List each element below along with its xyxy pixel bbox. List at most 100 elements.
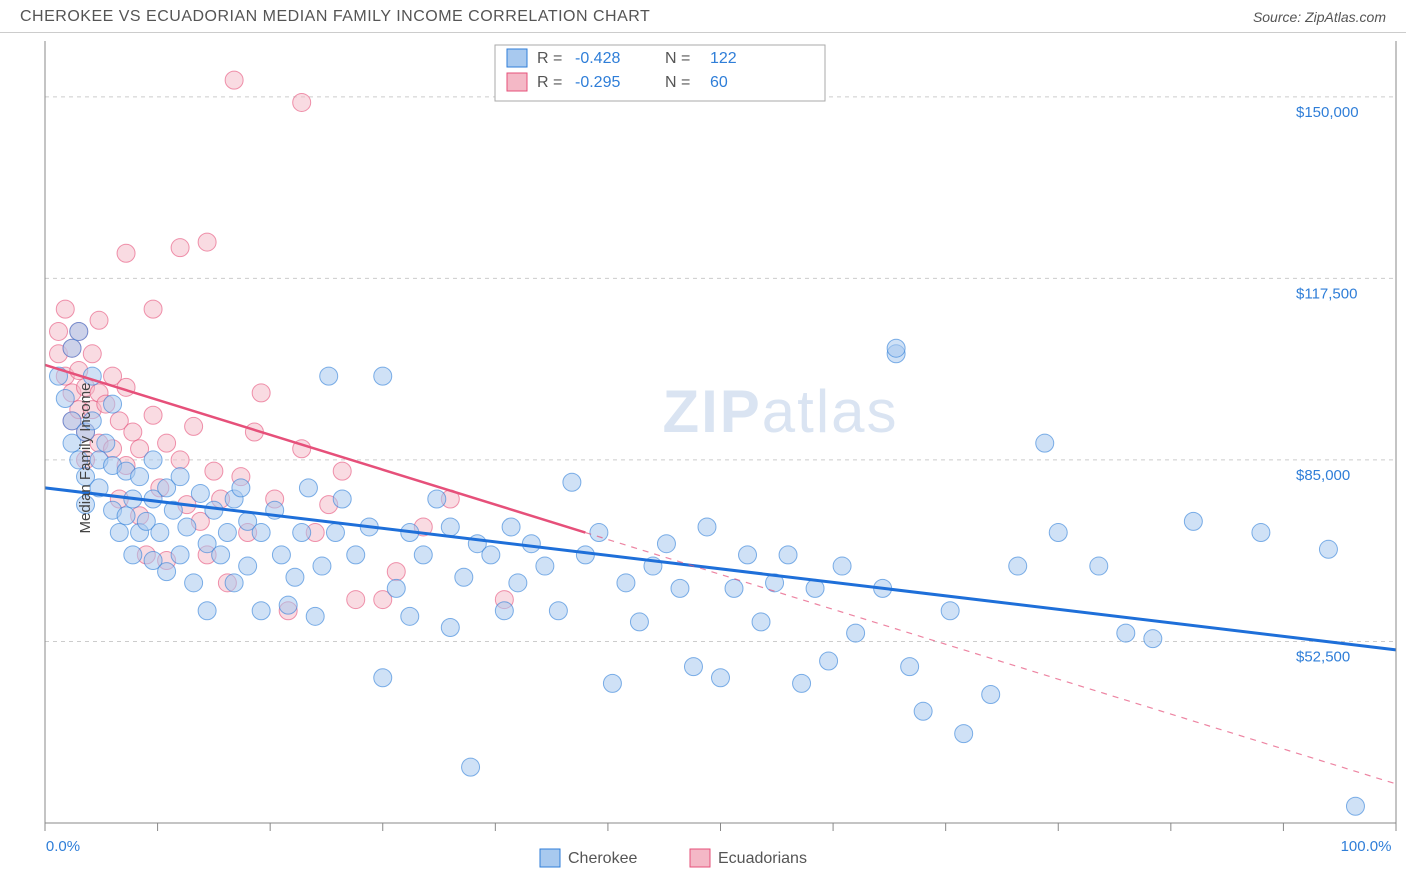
data-point — [482, 546, 500, 564]
data-point — [671, 579, 689, 597]
data-point — [171, 451, 189, 469]
data-point — [684, 658, 702, 676]
data-point — [901, 658, 919, 676]
data-point — [198, 233, 216, 251]
legend-swatch — [507, 49, 527, 67]
data-point — [1346, 797, 1364, 815]
data-point — [455, 568, 473, 586]
data-point — [1090, 557, 1108, 575]
y-tick-label: $150,000 — [1296, 104, 1359, 121]
data-point — [563, 473, 581, 491]
data-point — [401, 607, 419, 625]
y-axis-label: Median Family Income — [77, 383, 94, 534]
data-point — [97, 434, 115, 452]
data-point — [326, 524, 344, 542]
data-point — [131, 468, 149, 486]
data-point — [1049, 524, 1067, 542]
legend-n-value: 122 — [710, 50, 737, 67]
data-point — [232, 479, 250, 497]
legend-n-label: N = — [665, 50, 690, 67]
data-point — [847, 624, 865, 642]
data-point — [1036, 434, 1054, 452]
data-point — [1009, 557, 1027, 575]
data-point — [205, 462, 223, 480]
data-point — [144, 451, 162, 469]
data-point — [725, 579, 743, 597]
chart-svg: $52,500$85,000$117,500$150,000ZIPatlas0.… — [0, 33, 1406, 883]
x-tick-label: 100.0% — [1341, 838, 1392, 855]
data-point — [333, 462, 351, 480]
data-point — [218, 524, 236, 542]
data-point — [1319, 540, 1337, 558]
data-point — [104, 395, 122, 413]
data-point — [347, 546, 365, 564]
data-point — [320, 367, 338, 385]
legend-swatch — [507, 73, 527, 91]
data-point — [124, 423, 142, 441]
data-point — [549, 602, 567, 620]
data-point — [151, 524, 169, 542]
watermark: ZIPatlas — [662, 378, 898, 445]
data-point — [793, 674, 811, 692]
data-point — [374, 367, 392, 385]
data-point — [1252, 524, 1270, 542]
data-point — [630, 613, 648, 631]
data-point — [50, 322, 68, 340]
data-point — [712, 669, 730, 687]
legend-series-label: Ecuadorians — [718, 850, 807, 867]
x-tick-label: 0.0% — [46, 838, 80, 855]
y-tick-label: $52,500 — [1296, 648, 1350, 665]
data-point — [252, 602, 270, 620]
data-point — [495, 602, 513, 620]
data-point — [299, 479, 317, 497]
data-point — [117, 244, 135, 262]
data-point — [56, 300, 74, 318]
data-point — [225, 574, 243, 592]
data-point — [779, 546, 797, 564]
data-point — [279, 596, 297, 614]
legend-swatch — [690, 849, 710, 867]
data-point — [941, 602, 959, 620]
legend-r-value: -0.295 — [575, 74, 620, 91]
data-point — [833, 557, 851, 575]
data-point — [306, 607, 324, 625]
data-point — [158, 434, 176, 452]
data-point — [502, 518, 520, 536]
data-point — [617, 574, 635, 592]
data-point — [90, 311, 108, 329]
data-point — [698, 518, 716, 536]
legend-r-label: R = — [537, 50, 562, 67]
data-point — [536, 557, 554, 575]
data-point — [225, 71, 243, 89]
data-point — [286, 568, 304, 586]
data-point — [657, 535, 675, 553]
chart-source: Source: ZipAtlas.com — [1253, 9, 1386, 25]
data-point — [124, 546, 142, 564]
data-point — [982, 686, 1000, 704]
data-point — [185, 574, 203, 592]
data-point — [313, 557, 331, 575]
data-point — [178, 518, 196, 536]
data-point — [117, 507, 135, 525]
data-point — [171, 468, 189, 486]
data-point — [198, 602, 216, 620]
data-point — [509, 574, 527, 592]
data-point — [212, 546, 230, 564]
data-point — [185, 417, 203, 435]
data-point — [191, 484, 209, 502]
data-point — [387, 579, 405, 597]
legend-series-label: Cherokee — [568, 850, 637, 867]
data-point — [272, 546, 290, 564]
data-point — [239, 557, 257, 575]
chart-header: CHEROKEE VS ECUADORIAN MEDIAN FAMILY INC… — [0, 0, 1406, 33]
data-point — [252, 384, 270, 402]
data-point — [387, 563, 405, 581]
data-point — [110, 524, 128, 542]
data-point — [171, 546, 189, 564]
data-point — [462, 758, 480, 776]
legend-swatch — [540, 849, 560, 867]
y-tick-label: $85,000 — [1296, 467, 1350, 484]
data-point — [739, 546, 757, 564]
legend-n-label: N = — [665, 74, 690, 91]
chart-title: CHEROKEE VS ECUADORIAN MEDIAN FAMILY INC… — [20, 8, 650, 26]
